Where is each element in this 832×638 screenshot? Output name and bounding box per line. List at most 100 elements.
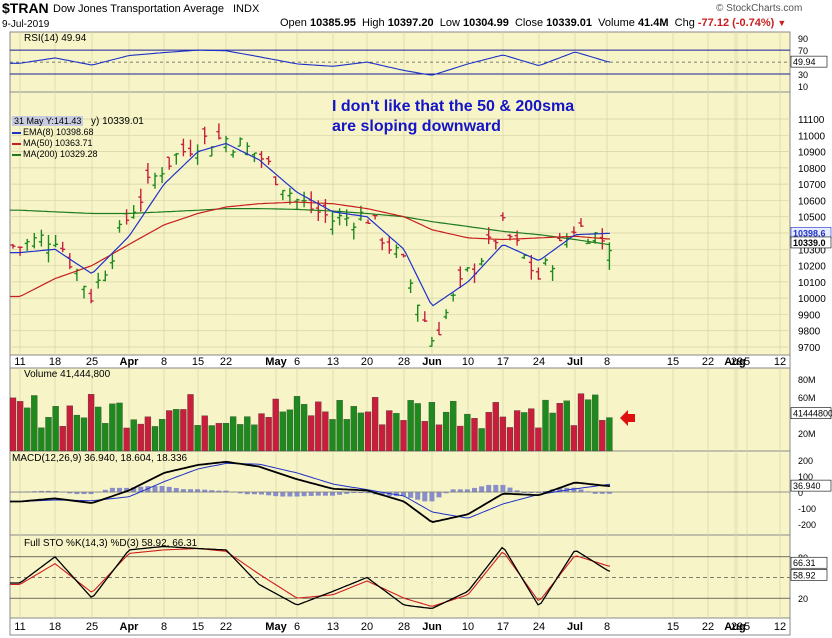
macd-histogram-bar (479, 486, 485, 493)
red-arrow-icon (620, 410, 635, 426)
x-tick-label: 18 (49, 356, 61, 368)
rsi-tick-label: 70 (798, 46, 808, 56)
volume-bar (201, 415, 208, 452)
macd-tick-label: -100 (798, 504, 816, 514)
macd-histogram-bar (351, 492, 357, 494)
volume-bar (251, 424, 258, 452)
volume-bar (485, 412, 492, 452)
volume-bar (464, 413, 471, 452)
x-tick-label: 20 (361, 356, 373, 368)
macd-histogram-bar (209, 490, 215, 493)
macd-histogram-bar (401, 492, 406, 497)
macd-histogram-bar (429, 492, 435, 502)
macd-histogram-bar (450, 489, 456, 493)
volume-bar (87, 394, 95, 452)
open-value: 10385.95 (309, 17, 356, 29)
volume-bar (137, 423, 144, 452)
macd-histogram-bar (259, 492, 264, 495)
macd-histogram-bar (202, 489, 208, 493)
volume-bar (414, 403, 421, 452)
x-tick-label: 11 (14, 621, 25, 633)
legend-item: MA(50) 10363.71 (12, 138, 98, 149)
volume-bar (215, 423, 223, 452)
x-tick-label: 24 (533, 356, 545, 368)
macd-signal-line (10, 462, 611, 519)
x-tick-label: 29 (731, 621, 743, 633)
volume-bar (151, 426, 159, 452)
macd-histogram-bar (124, 487, 130, 493)
volume-label: Volume 41,444,800 (24, 369, 111, 380)
high-value: 10397.20 (387, 17, 434, 29)
macd-histogram-bar (500, 484, 506, 493)
price-tick-label: 11000 (798, 131, 826, 142)
x-tick-label: 22 (702, 621, 714, 633)
price-tick-label: 10900 (798, 148, 826, 159)
high-label: High (362, 17, 385, 29)
volume-bar (350, 406, 357, 452)
x-tick-label: Aug (724, 621, 745, 633)
volume-label: Volume (598, 17, 635, 29)
price-cursor-tag: 31 May Y:141.43 (12, 116, 84, 126)
price-tick-label: 9700 (798, 343, 821, 354)
macd-histogram-bar (344, 492, 350, 494)
macd-histogram-bar (308, 492, 314, 496)
volume-bar (80, 417, 88, 452)
macd-histogram-bar (273, 492, 279, 497)
volume-value: 41.4M (637, 17, 669, 29)
volume-bar (9, 397, 17, 452)
x-tick-label: 22 (220, 356, 232, 368)
x-tick-label: 15 (667, 356, 679, 368)
x-tick-label: 15 (192, 621, 204, 633)
legend-text: MA(200) 10329.28 (23, 149, 98, 159)
macd-histogram-bar (138, 486, 144, 493)
volume-bar (265, 417, 272, 452)
volume-bar (208, 425, 215, 452)
x-tick-label: 8 (161, 621, 167, 633)
volume-bar (478, 428, 485, 452)
chg-value: -77.12 (-0.74%) (697, 17, 775, 29)
volume-bar (421, 421, 428, 452)
x-axis-band-top (9, 354, 791, 369)
exchange: INDX (233, 3, 260, 15)
macd-histogram-bar (599, 492, 605, 494)
volume-bar (116, 402, 123, 452)
macd-histogram-bar (408, 492, 414, 498)
volume-bar (563, 400, 570, 452)
volume-bar (308, 415, 315, 452)
volume-value-tag: 41444800 (793, 409, 832, 419)
volume-bar (59, 426, 66, 452)
price-value-tag: 10339.0 (793, 238, 826, 248)
macd-histogram-bar (379, 492, 385, 496)
volume-bar (244, 416, 251, 452)
x-tick-label: 11 (14, 356, 25, 368)
volume-bar (286, 409, 294, 452)
macd-histogram-bar (592, 492, 598, 494)
rsi-value-tag: 49.94 (793, 57, 816, 67)
volume-bar (556, 403, 563, 452)
macd-value-tag: 36.940 (793, 481, 821, 491)
x-tick-label: May (265, 621, 287, 633)
x-tick-label: Jun (422, 356, 442, 368)
volume-bar (272, 398, 279, 452)
sto-label: Full STO %K(14,3) %D(3) 58.92, 66.31 (24, 538, 198, 549)
ohlc-readout: Open 10385.95 High 10397.20 Low 10304.99… (280, 17, 786, 29)
macd-histogram-bar (422, 492, 428, 502)
legend-swatch (12, 153, 21, 156)
macd-histogram-bar (535, 492, 541, 494)
x-tick-label: 20 (361, 621, 373, 633)
volume-bar (442, 411, 450, 452)
volume-bar (31, 395, 38, 452)
volume-bar (570, 425, 578, 452)
macd-histogram-bar (180, 489, 186, 493)
sto-value-tag: 66.31 (793, 558, 816, 568)
chart-header: $TRAN Dow Jones Transportation Average I… (0, 0, 832, 32)
price-tick-label: 9900 (798, 310, 821, 321)
price-tick-label: 10800 (798, 164, 826, 175)
price-legend: EMA(8) 10398.68 MA(50) 10363.71 MA(200) 10… (12, 127, 98, 160)
macd-histogram-bar (528, 492, 534, 494)
price-value-tag: 10398.6 (793, 228, 826, 238)
volume-bar (535, 427, 542, 452)
x-tick-label: 8 (604, 621, 610, 633)
macd-tick-label: 0 (798, 488, 803, 498)
x-tick-label: 25 (86, 356, 98, 368)
